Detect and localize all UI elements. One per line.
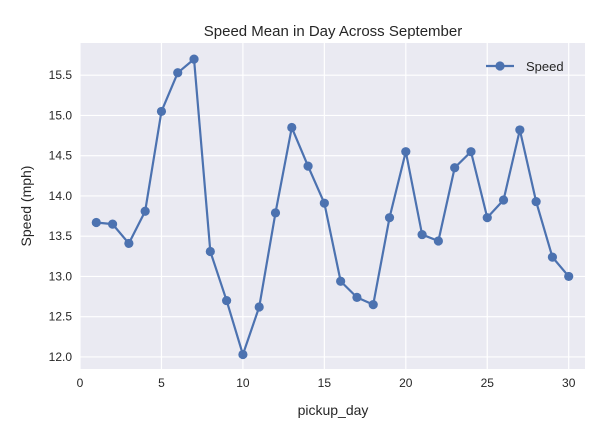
data-point (564, 271, 574, 282)
data-point (531, 196, 541, 207)
x-tick-label: 5 (158, 376, 165, 390)
gridlines (79, 43, 585, 369)
data-point (352, 292, 362, 302)
data-point (91, 217, 101, 228)
data-point (450, 163, 460, 173)
legend-label-speed: Speed (526, 59, 564, 74)
data-point (433, 236, 443, 246)
data-point (401, 147, 411, 157)
y-tick-label: 13.0 (49, 269, 73, 283)
x-tick-label: 10 (236, 376, 250, 390)
y-tick-label: 14.5 (49, 149, 73, 163)
data-point (466, 147, 476, 157)
data-point (254, 302, 264, 312)
data-point (124, 238, 134, 249)
x-tick-label: 25 (481, 376, 495, 390)
y-tick-label: 12.5 (49, 310, 73, 324)
tick-labels: 0 5 10 15 20 25 30 12.0 12.5 13.0 13.5 14.0 14.5 15.0… (49, 68, 576, 390)
data-point (173, 68, 183, 78)
y-axis-label: Speed (mph) (18, 166, 34, 247)
plot-area (80, 43, 585, 369)
data-point (189, 54, 199, 64)
data-point (205, 246, 215, 257)
data-point (417, 229, 427, 240)
data-point (107, 219, 118, 229)
data-point (270, 208, 281, 218)
data-point (238, 349, 248, 360)
data-point (222, 295, 232, 306)
data-point (368, 300, 378, 310)
data-point (319, 198, 329, 208)
x-tick-label: 15 (318, 376, 332, 390)
data-point (336, 276, 346, 286)
data-point (498, 195, 509, 205)
y-tick-label: 12.0 (49, 350, 73, 364)
data-point (303, 161, 313, 171)
x-axis-label: pickup_day (298, 402, 369, 418)
x-tick-label: 30 (562, 376, 576, 390)
chart-title: Speed Mean in Day Across September (204, 23, 462, 40)
y-tick-label: 15.5 (49, 68, 73, 82)
data-point (384, 213, 395, 223)
y-tick-label: 14.0 (49, 189, 73, 203)
data-point (287, 122, 297, 133)
x-tick-label: 20 (399, 376, 413, 390)
data-point (547, 252, 558, 262)
x-tick-label: 0 (77, 376, 84, 390)
legend: Speed (486, 59, 564, 74)
data-point (140, 206, 150, 216)
y-tick-label: 15.0 (49, 108, 73, 122)
legend-marker (495, 61, 505, 71)
data-point (482, 213, 492, 223)
y-tick-label: 13.5 (49, 229, 73, 243)
data-point (156, 106, 167, 117)
data-point (515, 125, 525, 135)
series-speed (91, 54, 574, 360)
